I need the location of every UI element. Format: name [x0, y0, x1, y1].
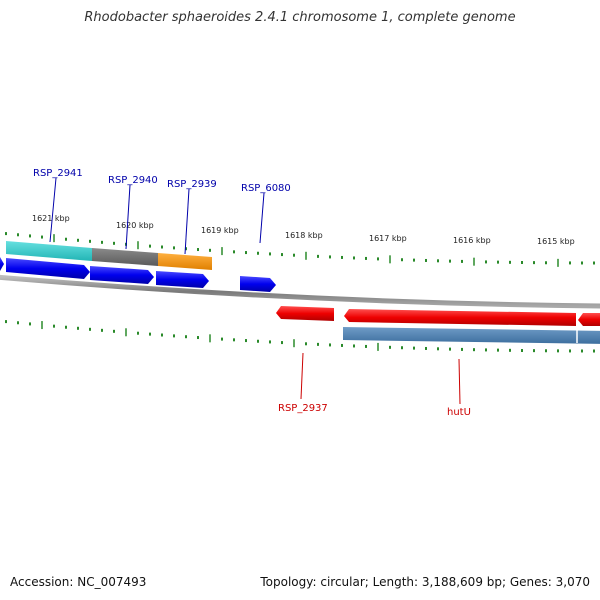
gene-label-rsp6080[interactable]: RSP_6080 — [241, 183, 291, 194]
lower-tick-track — [5, 320, 595, 353]
tick-label-1620: 1620 kbp — [116, 221, 154, 230]
tick-label-1616: 1616 kbp — [453, 236, 491, 245]
chromosome-backbone — [0, 274, 600, 309]
forward-gene-arrow-partial[interactable] — [0, 257, 4, 271]
accession-text: Accession: NC_007493 — [10, 575, 147, 589]
gene-label-rsp2940[interactable]: RSP_2940 — [108, 175, 158, 186]
connector-rsp2939 — [184, 188, 190, 255]
forward-gene-arrow-rsp2940[interactable] — [90, 266, 154, 284]
gene-label-rsp2937[interactable]: RSP_2937 — [278, 403, 328, 414]
forward-gene-arrow-rsp2941[interactable] — [6, 258, 90, 279]
tick-label-1619: 1619 kbp — [201, 226, 239, 235]
reverse-gene-arrow-hutu[interactable] — [344, 309, 576, 326]
connector-hutu — [458, 358, 461, 405]
connector-rsp2940 — [125, 184, 131, 250]
gene-label-hutu[interactable]: hutU — [447, 407, 471, 418]
connector-rsp2941 — [49, 177, 57, 243]
feature-segment-orange[interactable] — [158, 253, 212, 270]
feature-segment-cyan[interactable] — [6, 241, 92, 261]
tick-label-1615: 1615 kbp — [537, 237, 575, 246]
tick-label-1621: 1621 kbp — [32, 214, 70, 223]
feature-segment-steelblue[interactable] — [343, 327, 600, 344]
tick-label-1618: 1618 kbp — [285, 231, 323, 240]
connector-rsp2937 — [300, 352, 304, 400]
genome-summary-text: Topology: circular; Length: 3,188,609 bp… — [260, 575, 590, 589]
feature-segment-gray[interactable] — [92, 248, 158, 266]
tick-label-1617: 1617 kbp — [369, 234, 407, 243]
gene-label-rsp2941[interactable]: RSP_2941 — [33, 168, 83, 179]
gene-label-rsp2939[interactable]: RSP_2939 — [167, 179, 217, 190]
reverse-gene-arrow-partial[interactable] — [578, 313, 600, 326]
connector-rsp6080 — [259, 192, 265, 244]
reverse-gene-arrow-rsp2937[interactable] — [276, 306, 334, 321]
forward-gene-arrow-rsp6080[interactable] — [240, 276, 276, 292]
page-title: Rhodobacter sphaeroides 2.4.1 chromosome… — [84, 10, 516, 25]
forward-gene-arrow-rsp2939[interactable] — [156, 271, 209, 288]
